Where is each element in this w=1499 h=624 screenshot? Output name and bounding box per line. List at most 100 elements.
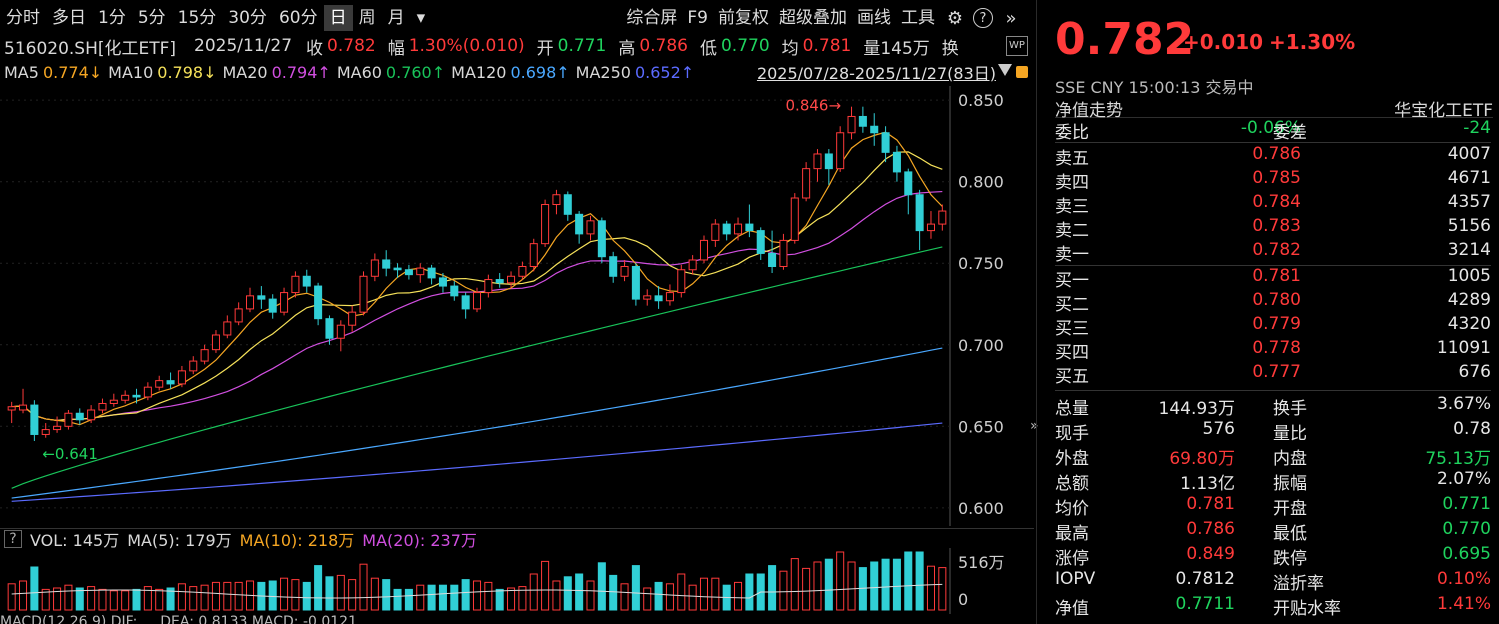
toolbar-item-0[interactable]: 综合屏: [626, 8, 678, 28]
wc-value: -24: [1463, 118, 1491, 138]
stat-row: 现手 576 量比 0.78: [1055, 419, 1491, 444]
tab-period-8[interactable]: 周: [358, 8, 376, 28]
candle-body: [64, 412, 73, 427]
stat-value: 0.7711: [1175, 594, 1235, 614]
help-icon[interactable]: ?: [4, 529, 22, 548]
toolbar-item-3[interactable]: 超级叠加: [779, 8, 847, 28]
candle-body: [756, 230, 765, 254]
volume-bar: [529, 573, 538, 611]
tab-period-7[interactable]: 日: [323, 5, 353, 31]
tab-period-2[interactable]: 1分: [98, 8, 126, 28]
volume-bar: [688, 584, 697, 611]
ask-row: 卖五 0.786 4007: [1055, 144, 1491, 169]
volume-bar: [234, 581, 243, 611]
turnover-label: 换: [941, 38, 959, 59]
candle-body: [268, 298, 277, 313]
volume-bar: [336, 574, 345, 611]
ask-volume: 3214: [1447, 240, 1491, 260]
candle-body: [393, 267, 402, 271]
ma5-value: 0.774↓: [42, 62, 103, 82]
stat-value: 0.10%: [1436, 569, 1491, 589]
date-range-selector[interactable]: 2025/07/28-2025/11/27(83日): [756, 64, 996, 83]
candle-body: [404, 269, 413, 276]
candle-body: [768, 252, 777, 267]
lock-icon[interactable]: [1016, 66, 1028, 78]
stat-row: 涨停 0.849 跌停 0.695: [1055, 544, 1491, 569]
candle-body: [87, 409, 96, 421]
volume-bar: [926, 565, 935, 611]
volume-bar: [177, 583, 186, 611]
quote-info-bar: 516020.SH[化工ETF] 2025/11/27 收 0.782 幅 1.30…: [4, 34, 963, 59]
candle-body: [529, 243, 538, 267]
candle-body: [620, 265, 629, 277]
volume-bar: [813, 561, 822, 611]
ask-label: 卖四: [1055, 173, 1089, 193]
nav-trend-link[interactable]: 净值走势: [1055, 101, 1123, 121]
ma60-line: [11, 246, 943, 489]
candle-body: [563, 194, 572, 215]
volume-bar: [359, 563, 368, 611]
ma250-label: MA250: [575, 62, 631, 82]
candle-body: [495, 279, 504, 284]
low-value: 0.770: [720, 36, 770, 56]
bid-volume: 676: [1458, 362, 1491, 382]
tab-period-1[interactable]: 多日: [52, 8, 86, 28]
ask-price: 0.782: [1252, 240, 1301, 260]
expand-double-chevron-icon[interactable]: »: [1005, 7, 1017, 29]
amp-label: 幅: [387, 38, 405, 59]
wp-icon[interactable]: WP: [1006, 36, 1028, 56]
candle-body: [779, 239, 788, 267]
candle-body: [790, 197, 799, 241]
volume-bar: [904, 551, 913, 611]
volume-bar: [404, 588, 413, 611]
bid-price: 0.779: [1252, 314, 1301, 334]
volume-max-label: 516万: [958, 553, 1005, 572]
wb-value: -0.06%: [1240, 118, 1301, 138]
toolbar-item-5[interactable]: 工具: [901, 8, 935, 28]
candle-body: [541, 204, 550, 245]
bid-row: 买二 0.780 4289: [1055, 290, 1491, 315]
more-periods-chevron-icon[interactable]: ▾: [416, 8, 426, 28]
open-label: 开: [536, 38, 554, 59]
toolbar-item-1[interactable]: F9: [687, 8, 708, 28]
ma250-value: 0.652↑: [634, 62, 695, 82]
candle-body: [824, 153, 833, 170]
dropdown-triangle-icon[interactable]: [998, 64, 1012, 76]
volume-bar: [699, 577, 709, 611]
candlestick-chart[interactable]: 0.850 0.800 0.750 0.700 0.650 0.600 0.846→ ←0.6…: [0, 86, 1034, 526]
vol-ma5-line: [11, 583, 943, 599]
stat-value: 0.771: [1442, 494, 1491, 514]
price-change: +0.010: [1183, 30, 1264, 54]
ask-label: 卖一: [1055, 245, 1089, 265]
stat-value: 3.67%: [1436, 394, 1491, 414]
stat-label: 量比: [1273, 424, 1307, 444]
settings-gear-icon[interactable]: ⚙: [946, 7, 964, 29]
stat-row: IOPV 0.7812 溢折率 0.10%: [1055, 569, 1491, 594]
volume-bar: [302, 581, 311, 611]
period-toolbar: 分时 多日 1分 5分 15分 30分 60分日周月 ▾ 综合屏 F9 前复权 超级叠加 画线 工具 ⚙? »: [0, 4, 1034, 32]
toolbar-item-2[interactable]: 前复权: [718, 8, 769, 28]
candle-body: [734, 223, 743, 235]
tab-period-3[interactable]: 5分: [137, 8, 166, 28]
volume-bar: [19, 580, 28, 611]
tab-period-6[interactable]: 60分: [278, 8, 318, 28]
toolbar-item-4[interactable]: 画线: [857, 8, 891, 28]
ma120-line: [11, 347, 943, 499]
volume-bar: [200, 584, 209, 611]
collapse-panel-icon[interactable]: »: [1030, 418, 1039, 434]
volume-bar: [870, 561, 879, 611]
candle-body: [200, 349, 209, 362]
price-change-pct: +1.30%: [1269, 30, 1356, 54]
help-circle-icon[interactable]: ?: [973, 8, 993, 28]
candle-body: [699, 239, 709, 261]
ma250-line: [11, 422, 943, 502]
avg-label: 均: [781, 38, 799, 59]
tab-period-5[interactable]: 30分: [228, 8, 267, 28]
tab-period-0[interactable]: 分时: [6, 8, 40, 28]
candle-body: [609, 256, 618, 277]
bid-label: 买五: [1055, 367, 1089, 387]
candle-body: [234, 308, 243, 323]
tab-period-4[interactable]: 15分: [177, 8, 217, 28]
volume-chart[interactable]: 516万 0: [0, 548, 1034, 614]
tab-period-9[interactable]: 月: [387, 8, 405, 28]
